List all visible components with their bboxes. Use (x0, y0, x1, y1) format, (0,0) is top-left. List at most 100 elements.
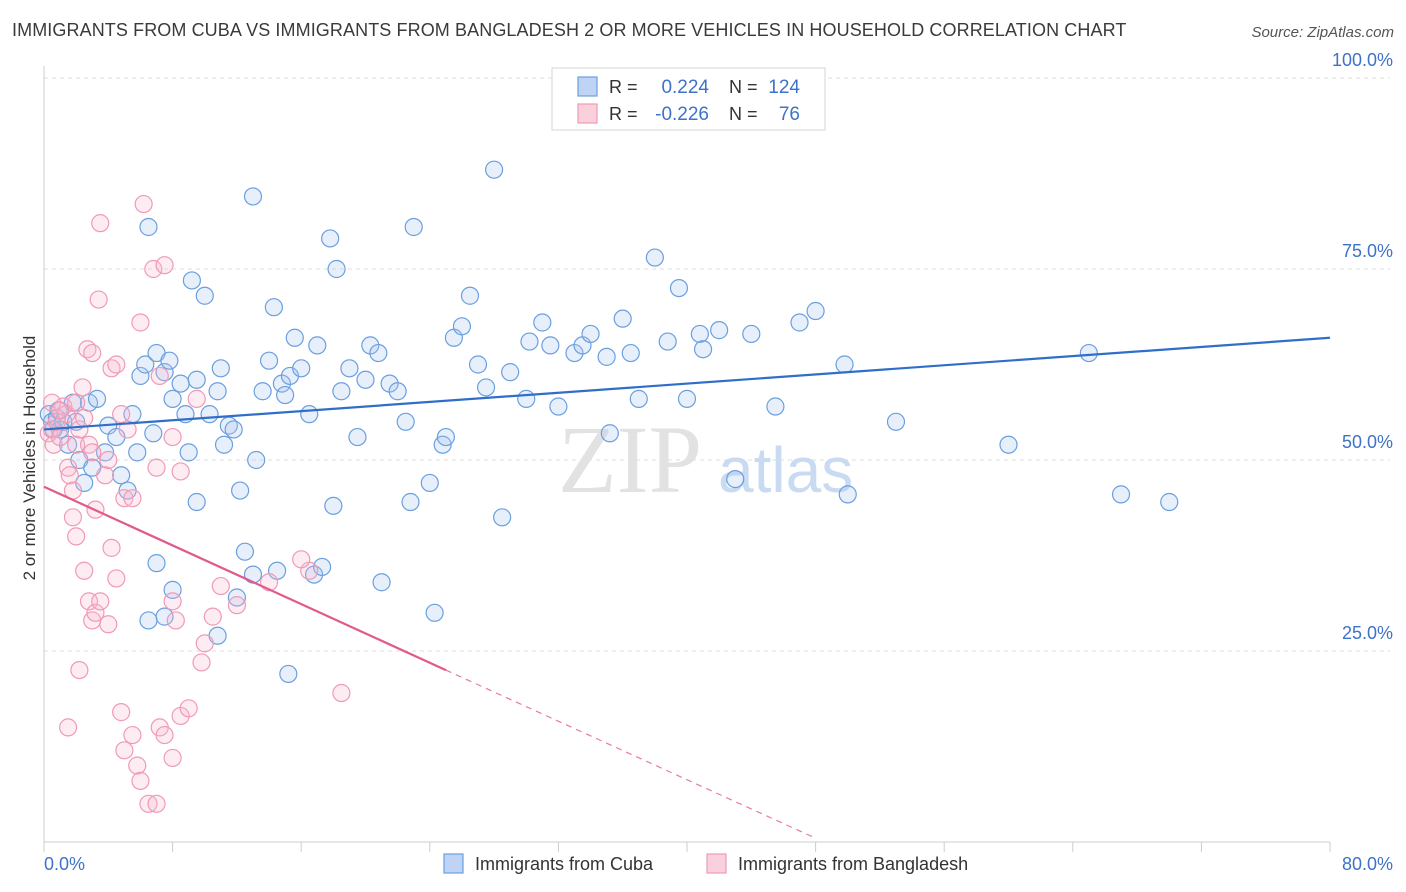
point-cuba (693, 340, 713, 359)
point-cuba (279, 664, 298, 684)
point-cuba (629, 389, 648, 408)
point-cuba (348, 427, 367, 447)
legend-r-value-cuba: 0.224 (661, 77, 709, 98)
point-bangladesh (59, 458, 78, 477)
source-label: Source: ZipAtlas.com (1251, 24, 1394, 41)
y-tick-label: 25.0% (1342, 623, 1393, 643)
point-cuba (308, 336, 327, 355)
point-bangladesh (63, 508, 83, 527)
x-tick-label: 80.0% (1342, 854, 1393, 874)
grid-layer: 25.0% 50.0% 75.0% 100.0% (44, 50, 1393, 652)
trendline-cuba (43, 336, 1331, 431)
point-bangladesh (112, 405, 131, 424)
point-bangladesh (91, 592, 110, 611)
point-cuba (208, 382, 227, 401)
point-cuba (669, 279, 689, 298)
point-cuba (231, 481, 250, 500)
point-bangladesh (99, 450, 118, 470)
point-bangladesh (332, 683, 351, 703)
legend-r-value-bangladesh: -0.226 (655, 104, 709, 125)
legend-swatch-bangladesh (577, 103, 598, 124)
bottom-legend-swatch-cuba (443, 853, 464, 874)
point-cuba (285, 328, 304, 347)
legend-n-value-cuba: 124 (768, 77, 800, 98)
point-bangladesh (147, 794, 166, 813)
point-cuba (645, 248, 664, 267)
point-cuba (300, 405, 319, 424)
point-cuba (838, 485, 857, 504)
point-cuba (227, 588, 246, 607)
point-cuba (128, 443, 147, 462)
point-bangladesh (134, 194, 153, 214)
point-cuba (136, 355, 155, 374)
point-cuba (211, 359, 230, 378)
chart-title: IMMIGRANTS FROM CUBA VS IMMIGRANTS FROM … (12, 20, 1127, 40)
bottom-legend-label-bangladesh: Immigrants from Bangladesh (738, 854, 968, 874)
point-cuba (533, 313, 552, 332)
point-cuba (144, 424, 163, 443)
point-cuba (806, 301, 825, 321)
point-cuba (224, 420, 243, 439)
point-cuba (187, 492, 206, 512)
point-bangladesh (107, 569, 126, 588)
point-bangladesh (102, 538, 121, 557)
watermark: ZIP atlas (558, 406, 853, 513)
point-cuba (253, 382, 272, 401)
point-cuba (476, 378, 496, 397)
point-cuba (501, 363, 520, 382)
point-cuba (468, 355, 488, 374)
point-cuba (163, 389, 182, 408)
point-cuba (493, 508, 512, 527)
point-bangladesh (73, 378, 92, 397)
point-cuba (235, 542, 255, 561)
point-cuba (139, 611, 158, 630)
point-cuba (131, 366, 150, 386)
point-cuba (886, 412, 906, 431)
point-bangladesh (75, 408, 94, 428)
point-bangladesh (192, 653, 211, 672)
point-bangladesh (128, 756, 147, 775)
point-cuba (147, 554, 166, 573)
point-bangladesh (179, 699, 198, 718)
y-axis-label: 2 or more Vehicles in Household (20, 336, 39, 581)
point-cuba (247, 450, 266, 470)
point-cuba (276, 385, 295, 405)
point-cuba (726, 470, 745, 489)
point-cuba (452, 317, 472, 336)
point-bangladesh (44, 435, 63, 454)
legend-n-label-cuba: N = (729, 77, 758, 97)
point-bangladesh (155, 256, 174, 275)
bottom-legend-swatch-bangladesh (706, 853, 727, 874)
legend-n-value-bangladesh: 76 (779, 104, 800, 125)
point-bangladesh (131, 313, 150, 332)
point-bangladesh (211, 576, 230, 596)
point-cuba (243, 187, 263, 206)
legend-r-label-bangladesh: R = (609, 104, 638, 124)
point-cuba (710, 321, 729, 340)
point-bangladesh (107, 355, 126, 374)
legend-r-label-cuba: R = (609, 77, 638, 97)
point-bangladesh (67, 527, 86, 546)
point-cuba (677, 389, 697, 408)
point-bangladesh (115, 741, 134, 760)
series-legend: Immigrants from Cuba Immigrants from Ban… (443, 853, 968, 874)
point-bangladesh (91, 214, 110, 233)
point-cuba (321, 229, 340, 248)
y-tick-label: 100.0% (1332, 50, 1393, 70)
point-cuba (581, 324, 600, 344)
point-bangladesh (112, 703, 131, 722)
point-cuba (214, 435, 234, 454)
point-bangladesh (50, 401, 70, 420)
point-cuba (613, 309, 632, 328)
trendline-bangladesh (43, 485, 447, 672)
point-cuba (259, 351, 279, 370)
point-cuba (200, 405, 219, 424)
point-bangladesh (195, 634, 214, 653)
point-bangladesh (83, 443, 102, 462)
point-bangladesh (163, 748, 182, 768)
point-cuba (112, 466, 131, 485)
point-bangladesh (123, 725, 142, 745)
point-cuba (324, 496, 343, 515)
point-cuba (835, 355, 854, 374)
